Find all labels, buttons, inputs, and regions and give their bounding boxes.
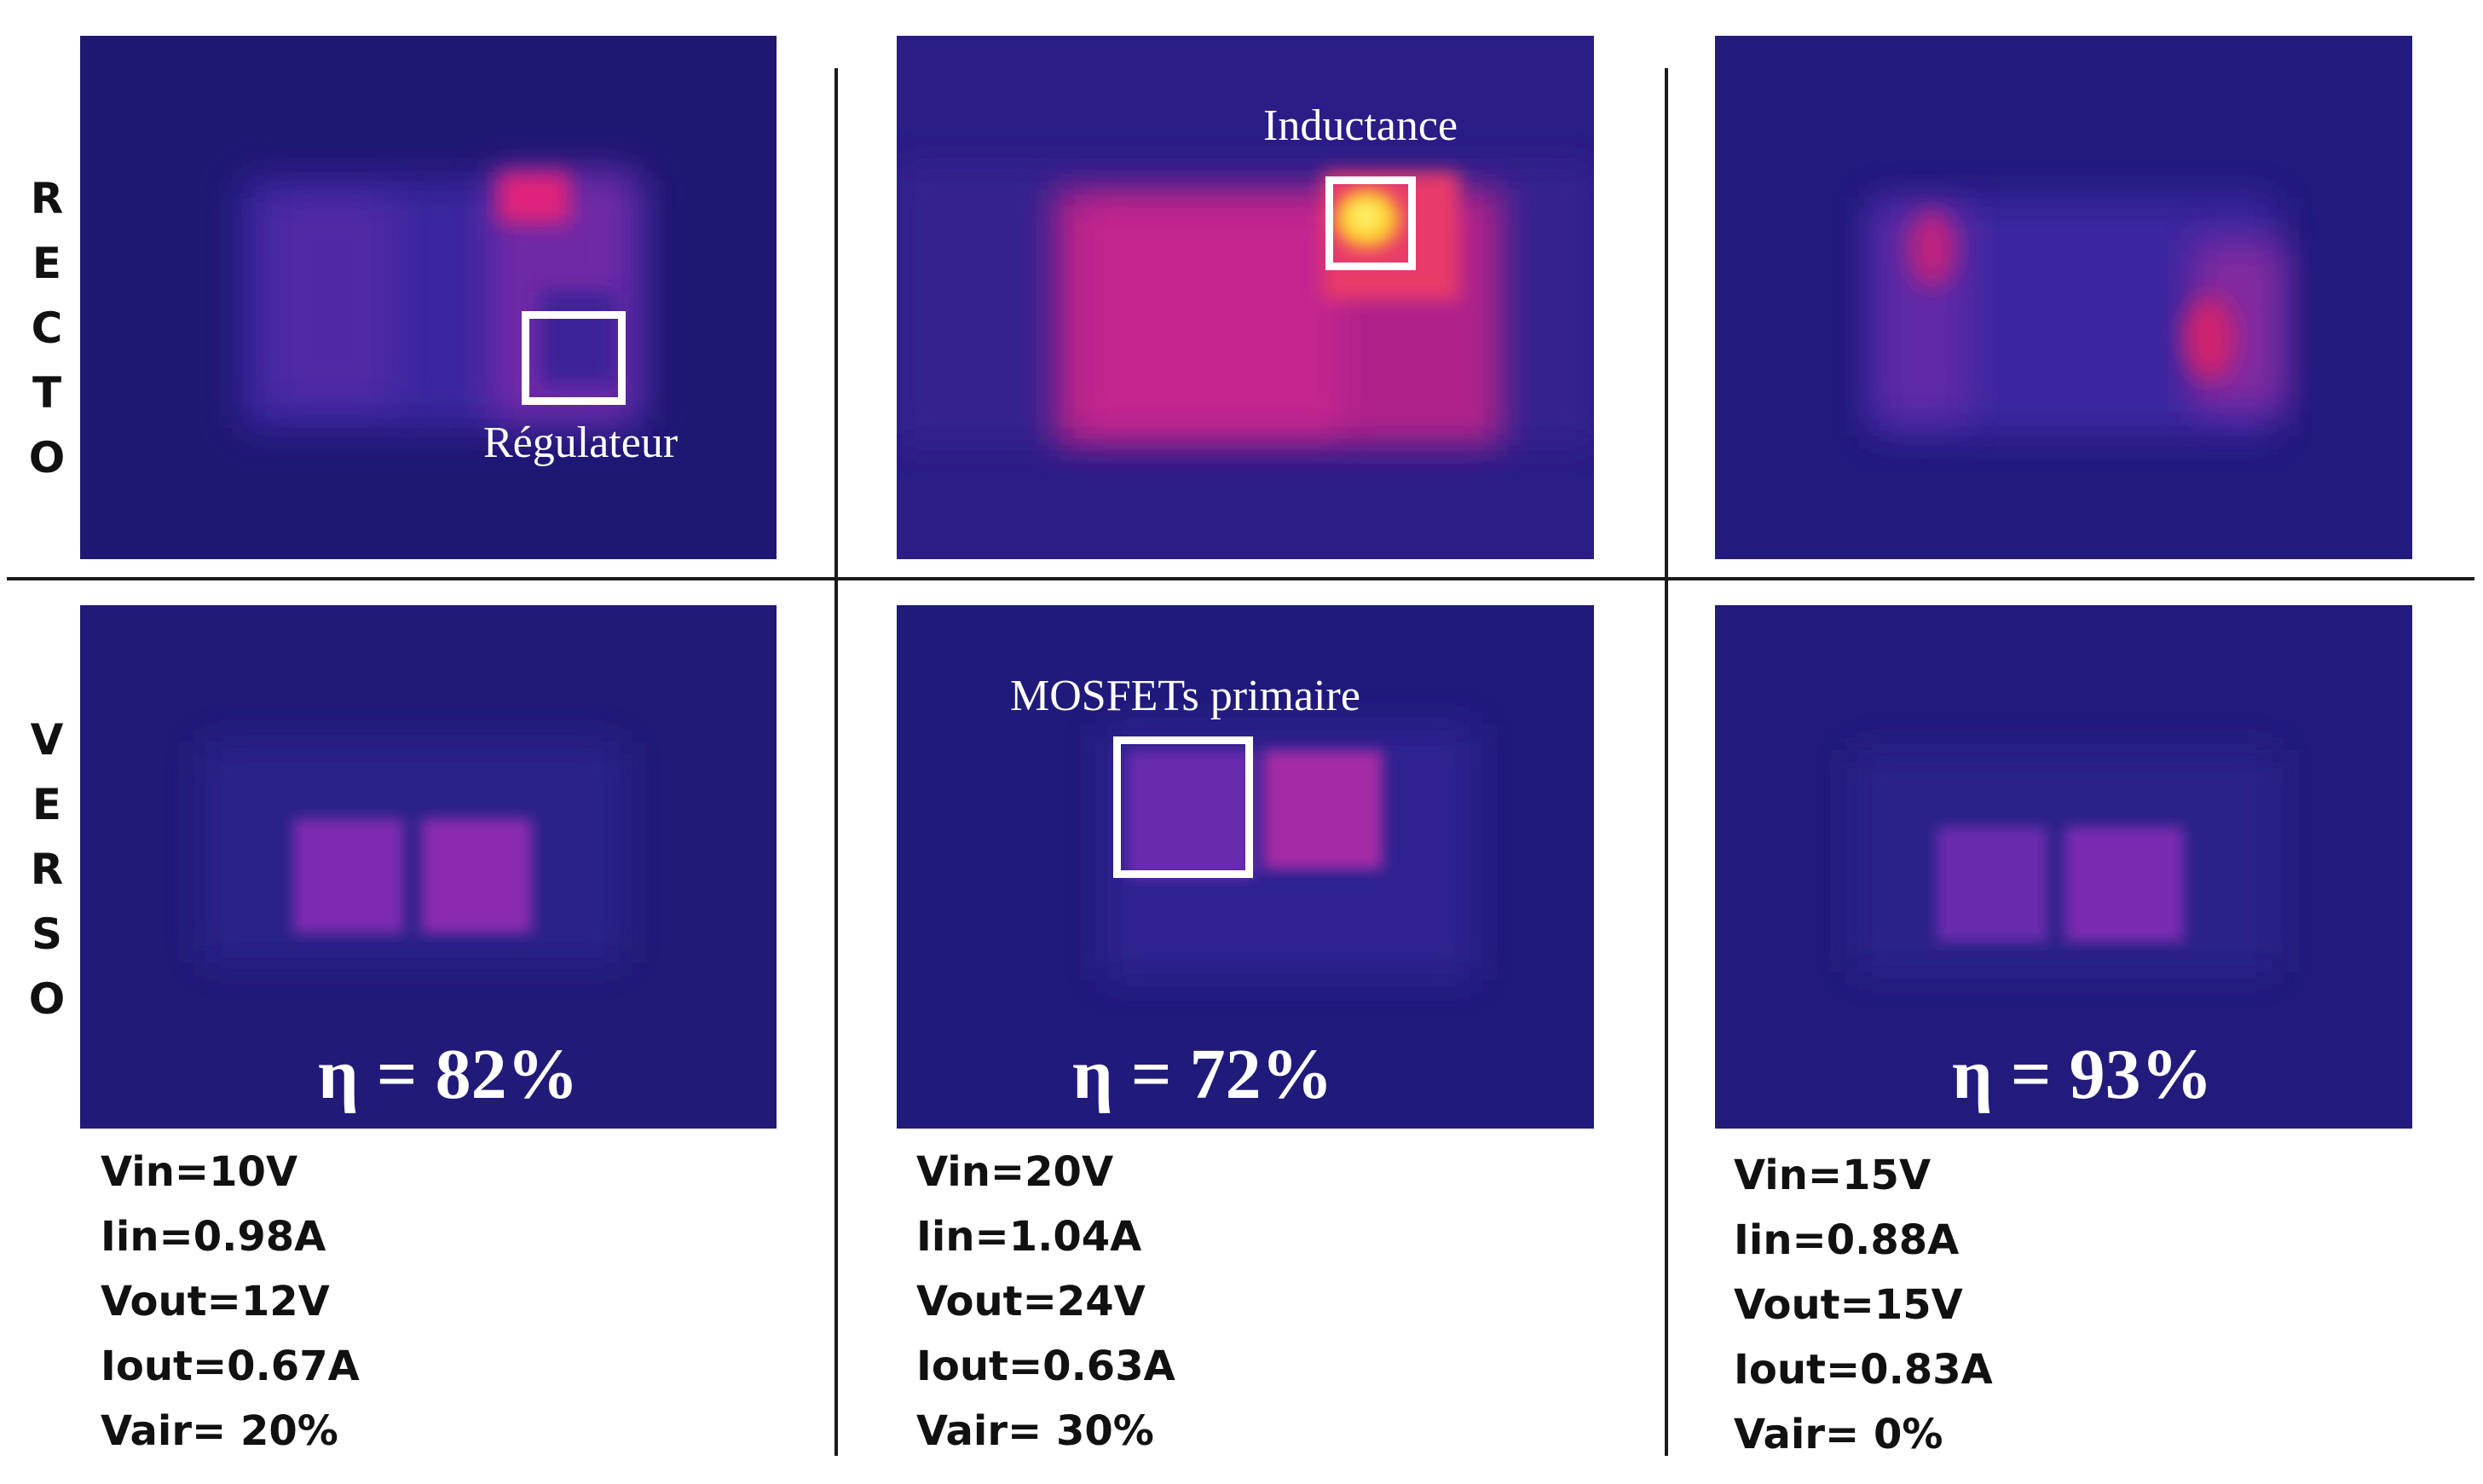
thermal-image-verso-1 — [80, 605, 777, 1129]
efficiency-label-1: η = 82% — [318, 1035, 579, 1114]
param-vin: Vin=10V — [101, 1148, 298, 1196]
recto-label: R E C T O — [17, 166, 77, 490]
verso-label: V E R S O — [17, 707, 77, 1031]
param-vair: Vair= 30% — [916, 1407, 1154, 1455]
recto-letter: T — [32, 368, 62, 418]
verso-letter: E — [32, 780, 62, 829]
param-vin: Vin=15V — [1734, 1152, 1932, 1199]
thermal-image-recto-3 — [1715, 36, 2412, 559]
param-vair: Vair= 20% — [101, 1407, 338, 1455]
regulateur-label: Régulateur — [483, 419, 678, 467]
inductance-highlight-box — [1325, 176, 1416, 270]
param-vin: Vin=20V — [916, 1148, 1114, 1196]
regulateur-highlight-box — [522, 311, 626, 405]
param-vout: Vout=12V — [101, 1278, 330, 1325]
param-iin: Iin=0.88A — [1734, 1216, 1960, 1264]
thermal-image-recto-2 — [897, 36, 1594, 559]
mosfets-highlight-box — [1113, 736, 1253, 878]
verso-letter: S — [31, 909, 62, 959]
thermal-image-verso-3 — [1715, 605, 2412, 1129]
param-vout: Vout=24V — [916, 1278, 1146, 1325]
verso-letter: R — [30, 845, 64, 894]
params-column-3: Vin=15V Iin=0.88A Vout=15V Iout=0.83A Va… — [1734, 1143, 1993, 1467]
param-iin: Iin=0.98A — [101, 1213, 326, 1261]
param-vair: Vair= 0% — [1734, 1411, 1943, 1458]
param-vout: Vout=15V — [1734, 1281, 1963, 1329]
params-column-2: Vin=20V Iin=1.04A Vout=24V Iout=0.63A Va… — [916, 1140, 1175, 1464]
params-column-1: Vin=10V Iin=0.98A Vout=12V Iout=0.67A Va… — [101, 1140, 360, 1464]
param-iout: Iout=0.63A — [916, 1343, 1175, 1390]
recto-letter: R — [30, 174, 64, 223]
vertical-divider-2 — [1665, 68, 1668, 1456]
verso-letter: V — [30, 715, 64, 765]
efficiency-label-3: η = 93% — [1952, 1035, 2213, 1114]
vertical-divider-1 — [834, 68, 838, 1456]
recto-letter: O — [28, 433, 66, 482]
mosfets-label: MOSFETs primaire — [1010, 672, 1360, 720]
horizontal-divider — [7, 577, 2474, 580]
thermal-image-verso-2 — [897, 605, 1594, 1129]
recto-letter: E — [32, 239, 62, 288]
param-iout: Iout=0.67A — [101, 1343, 360, 1390]
inductance-label: Inductance — [1263, 101, 1458, 150]
verso-letter: O — [28, 974, 66, 1024]
param-iout: Iout=0.83A — [1734, 1346, 1993, 1394]
efficiency-label-2: η = 72% — [1072, 1035, 1333, 1114]
thermal-image-recto-1 — [80, 36, 777, 559]
recto-letter: C — [31, 303, 63, 353]
param-iin: Iin=1.04A — [916, 1213, 1142, 1261]
